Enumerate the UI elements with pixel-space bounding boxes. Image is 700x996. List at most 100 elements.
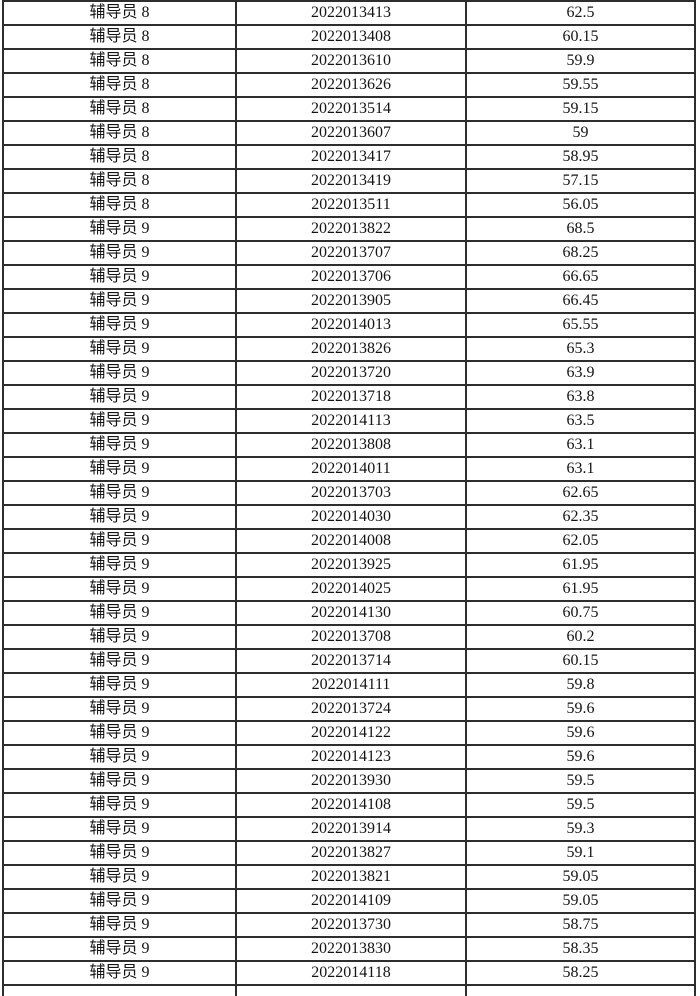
position-cell: 辅导员 9 [2,408,237,434]
position-cell: 辅导员 9 [2,480,237,506]
candidate-id-cell [235,984,467,996]
table-row: 辅导员 8 2022013514 59.15 [2,96,696,122]
position-cell: 辅导员 8 [2,96,237,122]
score-cell: 60.15 [465,648,696,674]
candidate-id-cell: 2022013730 [235,912,467,938]
table-row: 辅导员 9 2022013708 60.2 [2,624,696,650]
score-cell: 59.6 [465,744,696,770]
candidate-id-cell: 2022013930 [235,768,467,794]
table-row: 辅导员 9 2022013707 68.25 [2,240,696,266]
table-row: 辅导员 9 2022013914 59.3 [2,816,696,842]
position-cell: 辅导员 9 [2,528,237,554]
position-cell: 辅导员 8 [2,168,237,194]
position-cell: 辅导员 9 [2,864,237,890]
candidate-id-cell: 2022013707 [235,240,467,266]
score-cell: 59.5 [465,792,696,818]
score-cell: 59.05 [465,888,696,914]
candidate-id-cell: 2022013905 [235,288,467,314]
score-cell: 60.75 [465,600,696,626]
position-cell: 辅导员 9 [2,384,237,410]
position-cell: 辅导员 9 [2,768,237,794]
score-cell: 66.45 [465,288,696,314]
score-cell: 62.5 [465,0,696,26]
candidate-id-cell: 2022013724 [235,696,467,722]
table-row: 辅导员 9 2022014025 61.95 [2,576,696,602]
position-cell: 辅导员 9 [2,240,237,266]
position-cell: 辅导员 9 [2,432,237,458]
candidate-id-cell: 2022013417 [235,144,467,170]
position-cell: 辅导员 9 [2,552,237,578]
position-cell [2,984,237,996]
score-cell: 63.5 [465,408,696,434]
table-row: 辅导员 9 2022014108 59.5 [2,792,696,818]
candidate-id-cell: 2022013826 [235,336,467,362]
candidate-id-cell: 2022013925 [235,552,467,578]
position-cell: 辅导员 9 [2,696,237,722]
table-row: 辅导员 9 2022013822 68.5 [2,216,696,242]
table-row: 辅导员 8 2022013417 58.95 [2,144,696,170]
score-cell: 61.95 [465,576,696,602]
table-row: 辅导员 8 2022013607 59 [2,120,696,146]
table-row: 辅导员 8 2022013626 59.55 [2,72,696,98]
table-row: 辅导员 9 2022013827 59.1 [2,840,696,866]
candidate-id-cell: 2022014123 [235,744,467,770]
table-row: 辅导员 9 2022014109 59.05 [2,888,696,914]
position-cell: 辅导员 9 [2,912,237,938]
score-cell: 58.75 [465,912,696,938]
candidate-id-cell: 2022013419 [235,168,467,194]
score-cell: 59.3 [465,816,696,842]
score-cell: 66.65 [465,264,696,290]
table-row: 辅导员 9 2022013830 58.35 [2,936,696,962]
table-row: 辅导员 8 2022013408 60.15 [2,24,696,50]
position-cell: 辅导员 9 [2,264,237,290]
table-row: 辅导员 9 2022014011 63.1 [2,456,696,482]
position-cell: 辅导员 9 [2,504,237,530]
table-row: 辅导员 8 2022013610 59.9 [2,48,696,74]
candidate-id-cell: 2022014008 [235,528,467,554]
score-cell: 57.15 [465,168,696,194]
position-cell: 辅导员 8 [2,144,237,170]
position-cell: 辅导员 8 [2,48,237,74]
candidate-id-cell: 2022014025 [235,576,467,602]
score-cell: 59.15 [465,96,696,122]
position-cell: 辅导员 9 [2,936,237,962]
score-cell: 59.9 [465,48,696,74]
candidate-id-cell: 2022014111 [235,672,467,698]
candidate-id-cell: 2022013821 [235,864,467,890]
table-row: 辅导员 9 2022013718 63.8 [2,384,696,410]
score-cell: 65.55 [465,312,696,338]
score-cell: 59.1 [465,840,696,866]
table-row: 辅导员 9 2022013730 58.75 [2,912,696,938]
score-cell [465,984,696,996]
score-cell: 59.5 [465,768,696,794]
table-row: 辅导员 9 2022013724 59.6 [2,696,696,722]
candidate-id-cell: 2022013514 [235,96,467,122]
table-row: 辅导员 8 2022013413 62.5 [2,0,696,26]
position-cell: 辅导员 9 [2,336,237,362]
candidate-id-cell: 2022014130 [235,600,467,626]
score-cell: 59.55 [465,72,696,98]
position-cell: 辅导员 9 [2,648,237,674]
score-cell: 61.95 [465,552,696,578]
candidate-id-cell: 2022013706 [235,264,467,290]
position-cell: 辅导员 9 [2,888,237,914]
position-cell: 辅导员 9 [2,576,237,602]
candidate-id-cell: 2022014113 [235,408,467,434]
position-cell: 辅导员 9 [2,840,237,866]
position-cell: 辅导员 9 [2,600,237,626]
table-row: 辅导员 9 2022014123 59.6 [2,744,696,770]
table-row: 辅导员 9 2022014111 59.8 [2,672,696,698]
candidate-id-cell: 2022013720 [235,360,467,386]
table-row: 辅导员 9 2022013905 66.45 [2,288,696,314]
candidate-id-cell: 2022013607 [235,120,467,146]
score-cell: 65.3 [465,336,696,362]
candidate-id-cell: 2022013914 [235,816,467,842]
candidate-id-cell: 2022014122 [235,720,467,746]
candidate-id-cell: 2022013714 [235,648,467,674]
score-cell: 63.1 [465,456,696,482]
score-cell: 60.15 [465,24,696,50]
table-row: 辅导员 8 2022013419 57.15 [2,168,696,194]
candidate-id-cell: 2022013808 [235,432,467,458]
candidate-id-cell: 2022013511 [235,192,467,218]
